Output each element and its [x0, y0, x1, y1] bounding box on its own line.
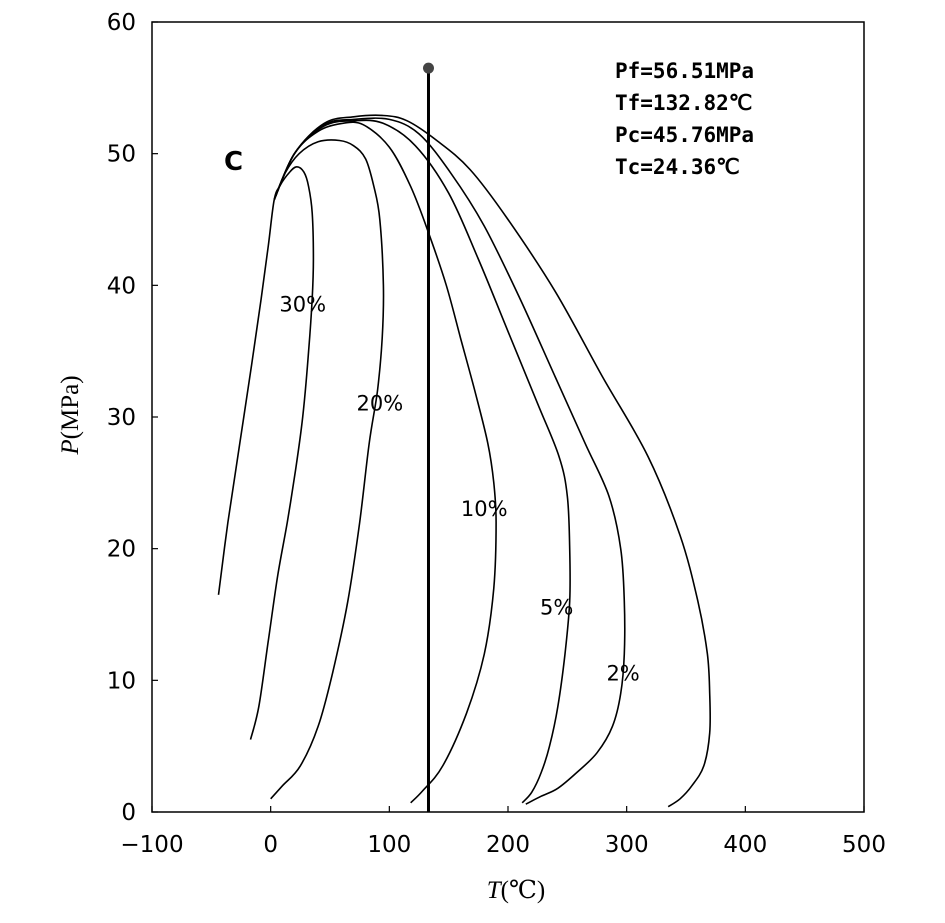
x-axis-title: T(℃): [487, 877, 546, 904]
flash-point-marker: [422, 62, 434, 74]
x-tick-label: 200: [486, 832, 530, 858]
flash-line-group: [422, 62, 434, 812]
x-tick-label: 500: [842, 832, 886, 858]
y-axis-title-unit: (MPa): [57, 375, 84, 439]
x-tick-label: −100: [120, 832, 183, 858]
y-axis-title: P(MPa): [57, 375, 84, 455]
phase-curves: [217, 114, 712, 808]
info-line-tc: Tc=24.36℃: [615, 155, 740, 179]
y-axis-title-symbol: P: [57, 439, 84, 455]
curve-10pct: [273, 121, 497, 804]
y-tick-label: 50: [107, 142, 136, 168]
curve-labels: 30% 20% 10% 5% 2%: [279, 293, 639, 686]
curve-30pct: [217, 165, 315, 740]
curve-outer: [273, 114, 712, 808]
y-tick-label: 0: [121, 800, 136, 826]
info-line-tf: Tf=132.82℃: [615, 91, 752, 115]
x-tick-label: 400: [723, 832, 767, 858]
y-tick-label: 30: [107, 405, 136, 431]
info-line-pf: Pf=56.51MPa: [615, 59, 754, 83]
info-box: Pf=56.51MPa Tf=132.82℃ Pc=45.76MPa Tc=24…: [615, 59, 754, 179]
x-tick-label: 300: [605, 832, 649, 858]
curve-20pct: [270, 139, 385, 800]
curve-label-10pct: 10%: [461, 497, 508, 521]
y-tick-label: 20: [107, 537, 136, 563]
curve-label-5pct: 5%: [540, 596, 573, 620]
curve-2pct: [273, 117, 626, 805]
x-tick-label: 0: [263, 832, 278, 858]
y-tick-label: 40: [107, 273, 136, 299]
x-axis-title-unit: (℃): [501, 877, 546, 904]
info-line-pc: Pc=45.76MPa: [615, 123, 754, 147]
plot-area-border: [151, 21, 865, 813]
x-tick-label: 100: [367, 832, 411, 858]
curve-5pct: [273, 119, 571, 804]
axis-ticks: −100 0 100 200 300 400 500 0 10 20 30 40 50 60: [107, 10, 886, 858]
y-tick-label: 10: [107, 668, 136, 694]
curve-label-20pct: 20%: [356, 391, 403, 415]
critical-point-label: C: [224, 147, 243, 177]
curve-label-2pct: 2%: [606, 661, 639, 685]
x-axis-title-symbol: T: [487, 877, 503, 904]
plot-frame: [151, 21, 865, 813]
y-tick-label: 60: [107, 10, 136, 36]
curve-label-30pct: 30%: [279, 293, 326, 317]
